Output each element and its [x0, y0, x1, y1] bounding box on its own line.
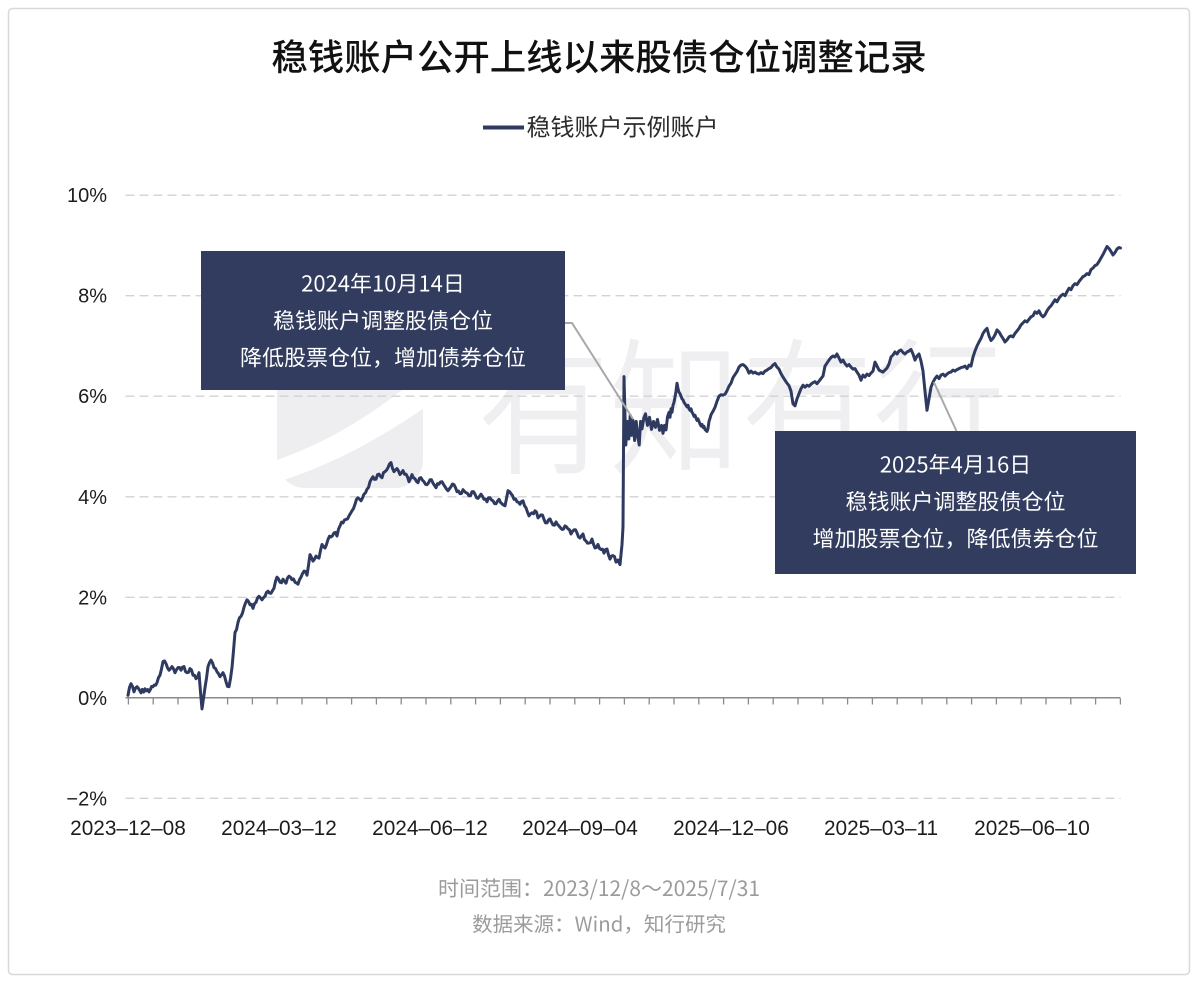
- svg-text:2023–12–08: 2023–12–08: [70, 817, 186, 840]
- svg-text:6%: 6%: [78, 386, 107, 408]
- svg-text:2024–09–04: 2024–09–04: [522, 817, 638, 840]
- svg-text:2%: 2%: [78, 587, 107, 609]
- svg-text:2024–03–12: 2024–03–12: [221, 817, 337, 840]
- svg-text:2025–03–11: 2025–03–11: [824, 817, 938, 840]
- svg-text:2025–06–10: 2025–06–10: [974, 817, 1090, 840]
- svg-text:8%: 8%: [78, 286, 107, 308]
- svg-text:0%: 0%: [78, 688, 107, 710]
- svg-text:2024–12–06: 2024–12–06: [673, 817, 789, 840]
- svg-text:−2%: −2%: [66, 788, 107, 810]
- svg-text:2024–06–12: 2024–06–12: [372, 817, 488, 840]
- svg-text:4%: 4%: [78, 487, 107, 509]
- svg-text:10%: 10%: [67, 185, 107, 207]
